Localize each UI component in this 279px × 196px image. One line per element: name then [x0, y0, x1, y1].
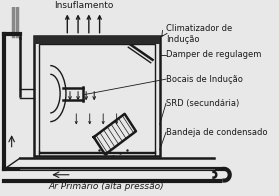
Bar	[34, 36, 160, 156]
Bar	[39, 44, 155, 152]
Bar	[34, 36, 160, 44]
Text: Damper de regulagem: Damper de regulagem	[166, 51, 261, 59]
Text: Bocais de Indução: Bocais de Indução	[166, 75, 243, 84]
Text: Ar Primário (alta pressão): Ar Primário (alta pressão)	[48, 182, 164, 191]
Text: Bandeja de condensado: Bandeja de condensado	[166, 128, 268, 137]
Text: SRD (secundária): SRD (secundária)	[166, 99, 239, 108]
Text: Climatizador de
Indução: Climatizador de Indução	[166, 24, 232, 44]
Text: Insuflamento: Insuflamento	[54, 1, 113, 10]
